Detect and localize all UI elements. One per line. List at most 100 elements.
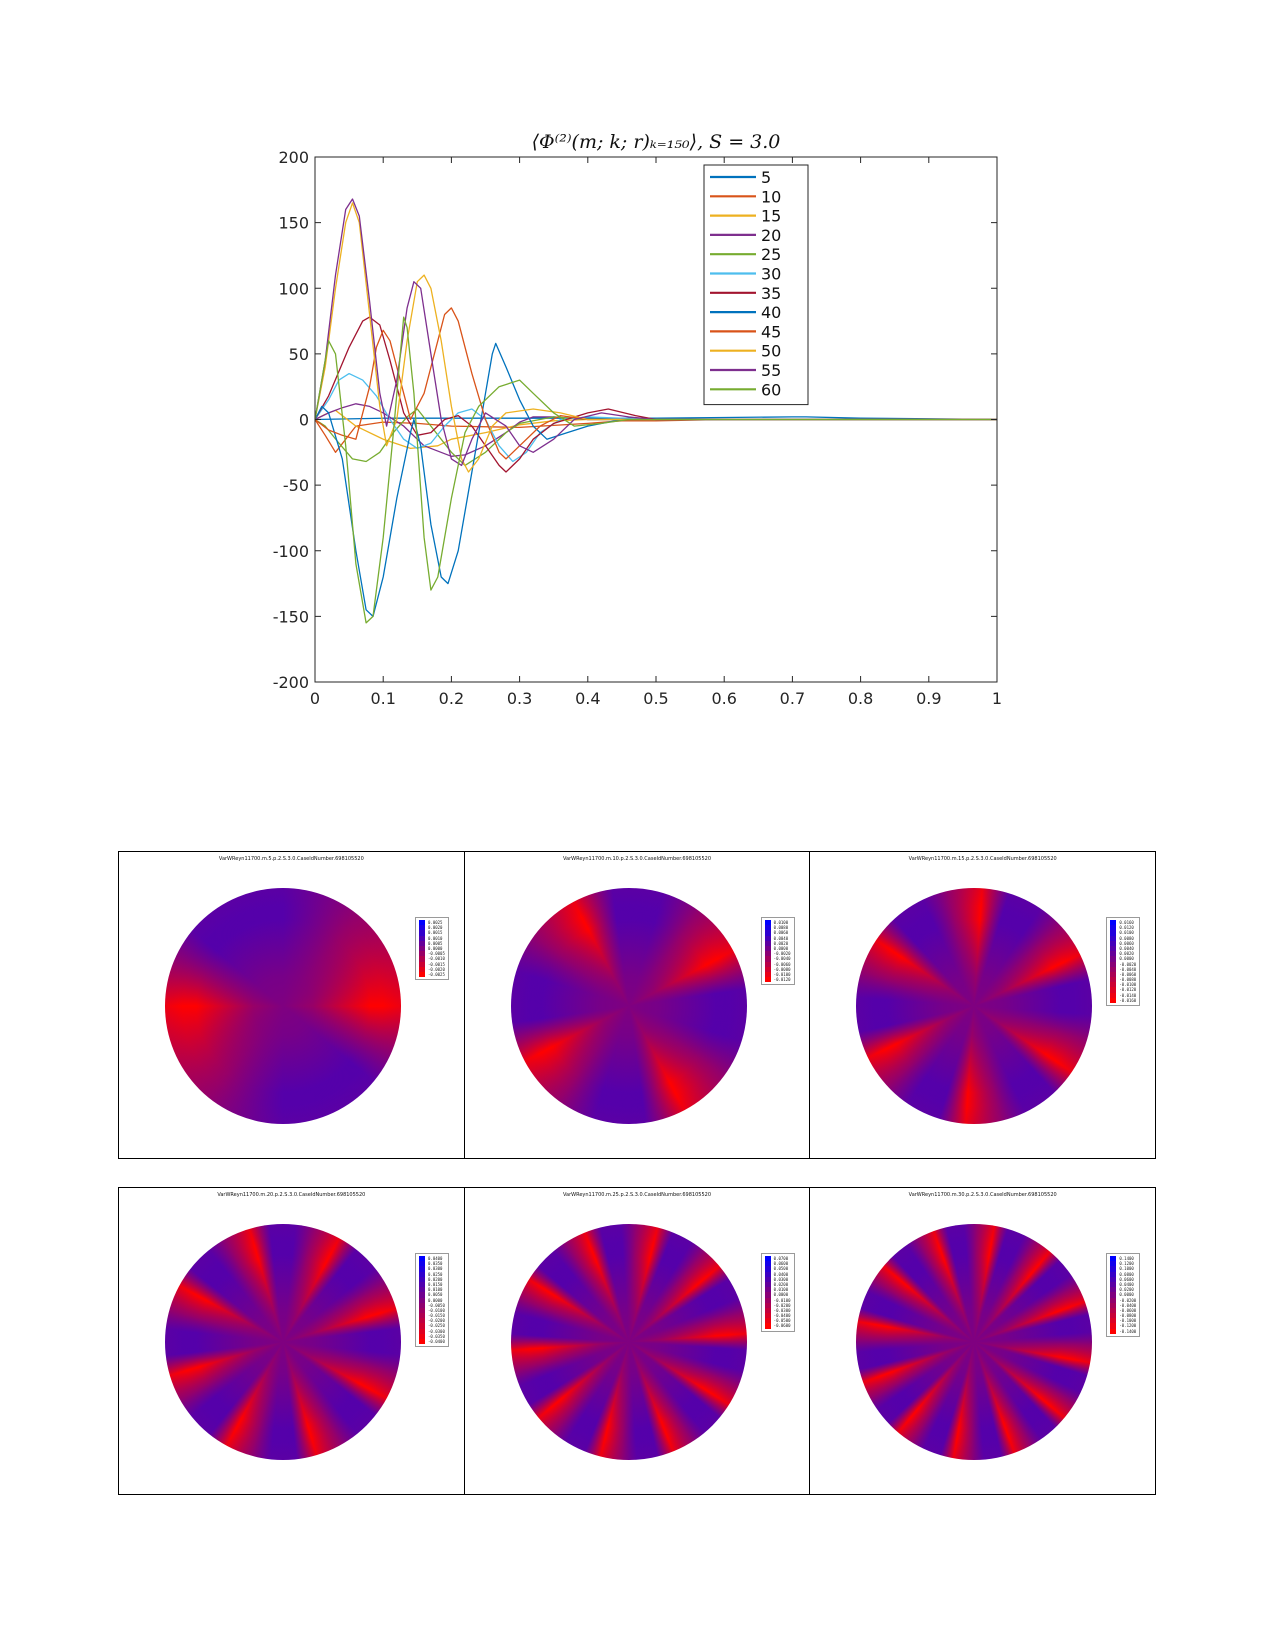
colorbar-label: 0.0200 — [773, 1281, 789, 1287]
colorbar-label: 0.0150 — [428, 1281, 443, 1287]
colorbar-row: -0.0120 — [764, 977, 793, 983]
colorbar-row: 0.0400 — [764, 1271, 793, 1277]
disk-panel-m15: VarWReyn11700.m.15.p.2.S.3.0.CaseIdNumbe… — [809, 852, 1155, 1158]
colorbar-label: -0.1200 — [1119, 1323, 1137, 1329]
colorbar-label: -0.0200 — [428, 1318, 445, 1324]
colorbar-row: 0.0025 — [419, 920, 447, 926]
colorbar-label: 0.0040 — [1119, 945, 1134, 951]
series-line-25 — [315, 408, 997, 467]
colorbar-swatch — [1110, 1266, 1117, 1272]
colorbar-label: -0.0010 — [428, 956, 445, 962]
contour-disk — [856, 888, 1093, 1124]
colorbar-label: 0.0120 — [1119, 925, 1134, 931]
colorbar-row: -0.0350 — [419, 1333, 447, 1339]
colorbar-swatch — [1110, 1271, 1117, 1277]
colorbar-swatch — [419, 1271, 425, 1277]
colorbar-row: -0.0800 — [1110, 1313, 1138, 1319]
colorbar-swatch — [1110, 940, 1117, 946]
series-line-5 — [315, 416, 997, 421]
colorbar-row: 0.0500 — [764, 1266, 793, 1272]
colorbar-row: -0.0080 — [764, 966, 793, 972]
colorbar-row: 0.0300 — [419, 1266, 447, 1272]
colorbar-label: -0.0050 — [428, 1302, 445, 1308]
colorbar-row: -0.0250 — [419, 1323, 447, 1329]
colorbar-row: -0.0060 — [1110, 971, 1138, 978]
colorbar-label: 0.0080 — [1119, 935, 1134, 941]
x-tick-label: 0.3 — [507, 689, 532, 708]
colorbar-swatch — [1110, 1307, 1117, 1314]
colorbar-label: 0.0300 — [773, 1276, 789, 1282]
colorbar-row: 0.0400 — [419, 1256, 447, 1262]
colorbar-swatch — [764, 961, 771, 967]
disk-panel-m5: VarWReyn11700.m.5.p.2.S.3.0.CaseIdNumber… — [119, 852, 464, 1158]
colorbar-label: 0.0600 — [1119, 1276, 1134, 1282]
colorbar-row: 0.0250 — [419, 1271, 447, 1277]
colorbar-row: 0.0010 — [419, 935, 447, 941]
colorbar-row: 0.0300 — [764, 1276, 793, 1282]
colorbar-swatch — [1110, 925, 1117, 931]
colorbar-row: 0.0040 — [1110, 945, 1138, 952]
contour-disk — [510, 888, 747, 1124]
colorbar-label: 0.0025 — [428, 920, 443, 925]
colorbar-label: -0.0020 — [1119, 961, 1137, 967]
colorbar-label: -0.0600 — [773, 1323, 791, 1329]
colorbar-swatch — [764, 935, 771, 941]
colorbar: 0.0160 0.0120 0.0100 0.0080 0.0060 0.0040 0.00… — [1106, 917, 1141, 1006]
contour-disk — [165, 888, 401, 1124]
colorbar-row: 0.0000 — [419, 1297, 447, 1303]
y-tick-label: -200 — [273, 673, 309, 692]
colorbar-row: -0.0200 — [1110, 1297, 1138, 1303]
panel-title: VarWReyn11700.m.15.p.2.S.3.0.CaseIdNumbe… — [908, 856, 1057, 862]
colorbar-row: -0.0020 — [419, 966, 447, 972]
y-tick-label: -150 — [273, 607, 309, 626]
colorbar-row: 0.0100 — [419, 1287, 447, 1293]
colorbar-row: -0.0400 — [1110, 1302, 1138, 1308]
colorbar-row: -0.0040 — [1110, 966, 1138, 972]
colorbar-swatch — [764, 1271, 771, 1277]
colorbar-swatch — [764, 920, 771, 926]
colorbar-row: 0.0400 — [1110, 1281, 1138, 1288]
colorbar-label: 0.1200 — [1119, 1261, 1134, 1267]
colorbar-label: -0.0025 — [428, 971, 445, 977]
colorbar-row: -0.0100 — [419, 1307, 447, 1314]
disk-panel-m25: VarWReyn11700.m.25.p.2.S.3.0.CaseIdNumbe… — [463, 1188, 810, 1494]
colorbar-label: 0.0100 — [773, 920, 789, 925]
colorbar-swatch — [764, 966, 771, 972]
colorbar: 0.0025 0.0020 0.0015 0.0010 0.0005 0.0000 -0.0… — [415, 917, 449, 981]
colorbar-label: 0.0200 — [428, 1276, 443, 1282]
colorbar-label: -0.0800 — [1119, 1313, 1137, 1319]
colorbar-row: 0.0350 — [419, 1261, 447, 1267]
colorbar-swatch — [764, 945, 771, 952]
colorbar-row: -0.0025 — [419, 971, 447, 978]
colorbar-swatch — [1110, 997, 1117, 1003]
colorbar-row: 0.0800 — [1110, 1271, 1138, 1277]
colorbar: 0.1400 0.1200 0.1000 0.0800 0.0600 0.0400 0.02… — [1106, 1253, 1141, 1337]
legend-label-40: 40 — [761, 303, 781, 322]
colorbar-row: -0.1400 — [1110, 1328, 1138, 1334]
colorbar-swatch — [764, 977, 771, 983]
colorbar-label: -0.0060 — [773, 961, 791, 967]
colorbar-row: 0.0200 — [764, 1281, 793, 1288]
colorbar-label: 0.0160 — [1119, 920, 1134, 925]
series-line-45 — [315, 307, 997, 460]
colorbar: 0.0700 0.0600 0.0500 0.0400 0.0300 0.0200 0.01… — [760, 1253, 795, 1332]
colorbar-swatch — [764, 956, 771, 962]
colorbar-swatch — [764, 1323, 771, 1329]
colorbar-label: 0.0350 — [428, 1261, 443, 1267]
panel-title: VarWReyn11700.m.10.p.2.S.3.0.CaseIdNumbe… — [562, 856, 712, 862]
colorbar-swatch — [419, 1276, 425, 1282]
colorbar-label: 0.0500 — [773, 1266, 789, 1272]
colorbar-row: -0.0010 — [419, 956, 447, 962]
colorbar-swatch — [764, 925, 771, 931]
colorbar-row: -0.0400 — [419, 1339, 447, 1345]
colorbar-swatch — [419, 930, 425, 936]
colorbar-row: 0.0015 — [419, 930, 447, 936]
panel-title: VarWReyn11700.m.5.p.2.S.3.0.CaseIdNumber… — [218, 856, 364, 862]
colorbar-swatch — [419, 1256, 425, 1262]
colorbar-row: 0.0020 — [1110, 951, 1138, 957]
legend-label-50: 50 — [761, 342, 781, 361]
colorbar-row: -0.0140 — [1110, 992, 1138, 998]
colorbar-swatch — [764, 1281, 771, 1288]
y-tick-label: 0 — [299, 411, 309, 430]
colorbar-swatch — [1110, 1302, 1117, 1308]
